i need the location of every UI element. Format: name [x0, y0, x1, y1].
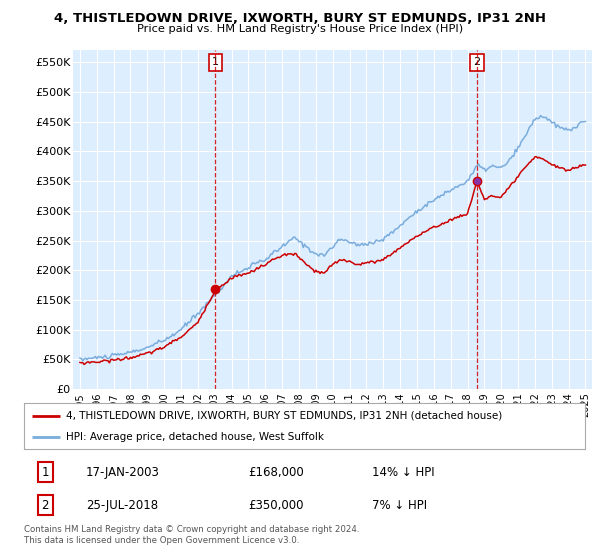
Text: £168,000: £168,000 — [248, 466, 304, 479]
Text: 4, THISTLEDOWN DRIVE, IXWORTH, BURY ST EDMUNDS, IP31 2NH: 4, THISTLEDOWN DRIVE, IXWORTH, BURY ST E… — [54, 12, 546, 25]
Text: £350,000: £350,000 — [248, 499, 304, 512]
Text: 25-JUL-2018: 25-JUL-2018 — [86, 499, 158, 512]
Text: 1: 1 — [41, 466, 49, 479]
Text: 2: 2 — [41, 499, 49, 512]
Text: Price paid vs. HM Land Registry's House Price Index (HPI): Price paid vs. HM Land Registry's House … — [137, 24, 463, 34]
Text: 2: 2 — [473, 57, 481, 67]
Text: HPI: Average price, detached house, West Suffolk: HPI: Average price, detached house, West… — [66, 432, 324, 442]
Text: 4, THISTLEDOWN DRIVE, IXWORTH, BURY ST EDMUNDS, IP31 2NH (detached house): 4, THISTLEDOWN DRIVE, IXWORTH, BURY ST E… — [66, 410, 502, 421]
Text: 14% ↓ HPI: 14% ↓ HPI — [372, 466, 434, 479]
Text: 7% ↓ HPI: 7% ↓ HPI — [372, 499, 427, 512]
Text: Contains HM Land Registry data © Crown copyright and database right 2024.
This d: Contains HM Land Registry data © Crown c… — [24, 525, 359, 545]
Text: 17-JAN-2003: 17-JAN-2003 — [86, 466, 160, 479]
Text: 1: 1 — [212, 57, 219, 67]
